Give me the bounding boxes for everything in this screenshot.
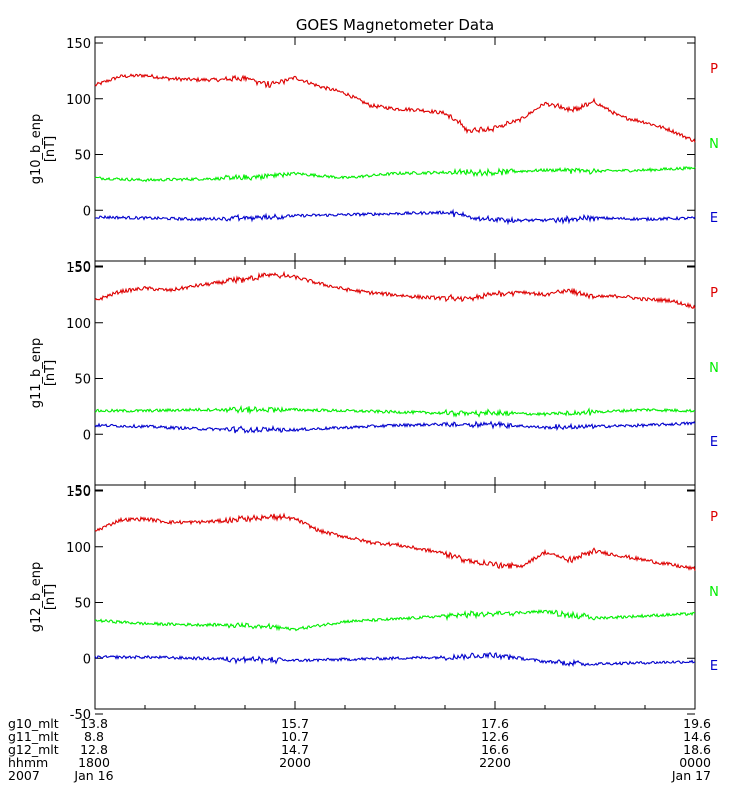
y-axis-label: g12_b_enp [29,562,44,633]
series-line-N [95,608,696,632]
series-line-P [94,73,696,143]
series-line-E [94,652,695,668]
panel-2: -50 0 50 100 150 g11_b_enp [nT] P N E [29,260,719,499]
y-axis-units: [nT] [43,136,58,162]
table-cell: 15.7 [281,716,309,731]
series-line-E [94,208,696,226]
row-label: 2007 [8,768,40,783]
row-label: g12_mlt [8,742,59,757]
legend-P: P [710,510,718,525]
table-cell: 1800 [78,755,110,770]
series-line-N [94,165,696,183]
y-tick-label: 100 [66,541,91,556]
table-cell: 19.6 [683,716,711,731]
legend-P: P [710,62,718,77]
table-cell: 12.8 [80,742,108,757]
table-cell: 16.6 [481,742,509,757]
table-cell: 10.7 [281,729,309,744]
y-tick-label: -50 [70,708,91,723]
series-line-E [94,420,696,434]
table-cell: 2200 [479,755,511,770]
y-tick-label: -50 [70,484,91,499]
table-cell: 8.8 [84,729,104,744]
legend-P: P [710,286,718,301]
table-cell: Jan 17 [671,768,711,783]
row-label: hhmm [8,755,48,770]
table-cell: 14.7 [281,742,309,757]
y-axis-units: [nT] [43,584,58,610]
legend-E: E [710,435,718,450]
panel-1: -50 0 50 100 150 g10_b_enp [nT] P N E [29,36,719,275]
y-tick-label: 100 [66,93,91,108]
row-label: g10_mlt [8,716,59,731]
y-tick-label: -50 [70,260,91,275]
y-tick-label: 50 [74,597,91,612]
table-cell: 17.6 [481,716,509,731]
table-cell: 2000 [279,755,311,770]
series-line-P [94,512,696,571]
row-label: g11_mlt [8,729,59,744]
table-cell: 13.8 [80,716,108,731]
chart-title: GOES Magnetometer Data [296,16,494,34]
y-tick-label: 0 [83,204,91,219]
legend-N: N [709,137,719,152]
y-tick-label: 50 [74,373,91,388]
y-tick-label: 100 [66,317,91,332]
table-cell: 12.6 [481,729,509,744]
table-cell: Jan 16 [73,768,113,783]
y-tick-label: 50 [74,149,91,164]
y-tick-label: 150 [66,37,91,52]
y-axis-label: g10_b_enp [29,114,44,185]
y-tick-label: 150 [66,485,91,500]
legend-E: E [710,211,718,226]
series-line-P [94,270,696,310]
legend-E: E [710,659,718,674]
table-cell: 14.6 [683,729,711,744]
y-axis-label: g11_b_enp [29,338,44,409]
legend-N: N [709,585,719,600]
y-tick-label: 0 [83,652,91,667]
series-line-N [94,404,696,418]
y-tick-label: 0 [83,428,91,443]
table-cell: 0000 [679,755,711,770]
y-tick-label: 150 [66,261,91,276]
legend-N: N [709,361,719,376]
y-axis-units: [nT] [43,360,58,386]
panel-3: -50 0 50 100 150 g12_b_enp [nT] P N E [29,484,719,723]
table-cell: 18.6 [683,742,711,757]
